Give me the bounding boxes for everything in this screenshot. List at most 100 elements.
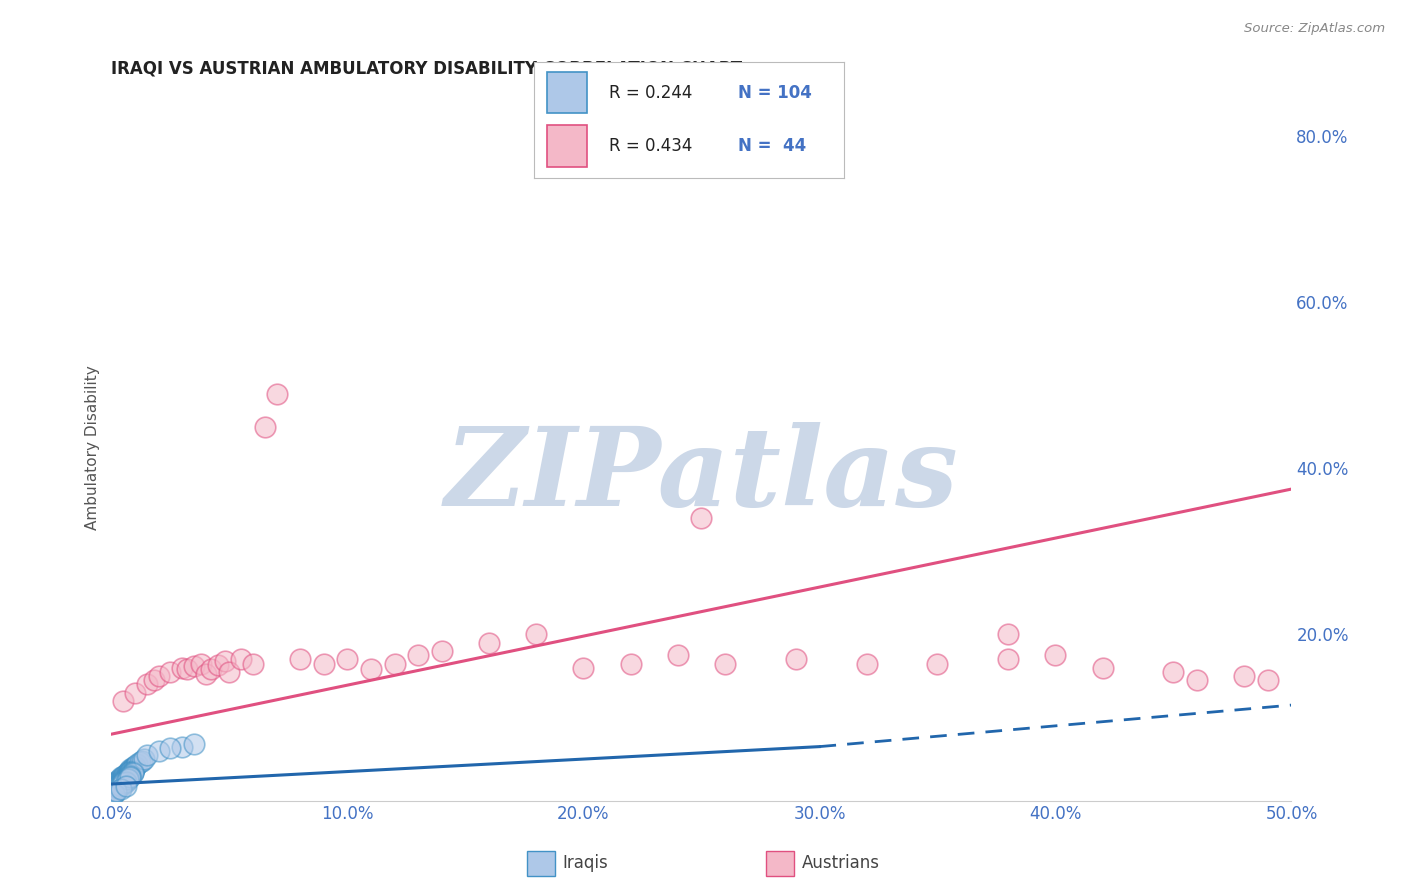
Point (927, 657, 949, 671)
Point (172, 661, 194, 675)
Point (117, 767, 139, 781)
Y-axis label: Ambulatory Disability: Ambulatory Disability (86, 365, 100, 530)
Point (384, 657, 406, 671)
Point (997, 627, 1019, 641)
Point (114, 780, 136, 794)
Point (112, 774, 135, 789)
Point (714, 657, 737, 671)
Point (1045, 648, 1067, 663)
Point (121, 766, 143, 780)
Point (114, 772, 136, 787)
Point (666, 648, 689, 663)
Point (105, 781, 128, 796)
Point (572, 661, 595, 675)
Point (121, 760, 143, 774)
Point (253, 419, 276, 434)
Point (117, 771, 139, 785)
Point (135, 747, 157, 762)
Point (105, 779, 128, 793)
Point (1257, 673, 1279, 688)
Point (183, 737, 205, 751)
Point (103, 780, 125, 795)
Point (1233, 669, 1256, 683)
Point (112, 769, 135, 783)
Point (124, 758, 146, 772)
Point (120, 769, 142, 783)
Point (231, 652, 253, 666)
Point (128, 756, 150, 770)
Point (107, 777, 129, 791)
Point (107, 779, 129, 793)
Point (121, 761, 143, 775)
Point (103, 779, 125, 793)
Point (107, 776, 129, 790)
Point (114, 772, 136, 786)
Point (107, 775, 129, 789)
Point (1185, 673, 1208, 688)
Point (112, 694, 135, 708)
Point (105, 778, 128, 792)
Point (107, 781, 129, 796)
Point (103, 783, 125, 797)
Point (117, 764, 139, 779)
Point (117, 768, 139, 782)
Point (103, 785, 125, 799)
Point (148, 744, 170, 758)
Point (124, 685, 146, 699)
Point (117, 770, 139, 784)
Point (112, 775, 135, 789)
Point (110, 772, 132, 787)
Text: IRAQI VS AUSTRIAN AMBULATORY DISABILITY CORRELATION CHART: IRAQI VS AUSTRIAN AMBULATORY DISABILITY … (111, 60, 742, 78)
Point (266, 386, 288, 401)
Point (110, 777, 132, 791)
Point (194, 667, 217, 681)
FancyBboxPatch shape (547, 71, 586, 113)
FancyBboxPatch shape (547, 125, 586, 167)
Point (855, 657, 877, 671)
Point (124, 759, 146, 773)
Point (121, 762, 143, 776)
Point (127, 757, 149, 772)
Point (172, 739, 194, 754)
Point (117, 766, 139, 780)
Point (103, 777, 125, 791)
Text: N =  44: N = 44 (738, 137, 807, 155)
Point (117, 769, 139, 783)
Point (110, 779, 132, 793)
Point (112, 772, 135, 787)
Point (159, 665, 181, 679)
Point (117, 772, 139, 786)
Point (142, 673, 165, 688)
Point (110, 774, 132, 789)
Point (121, 764, 143, 779)
Point (120, 768, 142, 782)
Point (430, 644, 453, 658)
Point (620, 657, 643, 671)
Point (190, 657, 212, 671)
Point (117, 770, 139, 784)
Point (103, 782, 125, 797)
Point (120, 770, 142, 784)
Point (176, 662, 198, 676)
Point (103, 787, 125, 801)
Point (120, 766, 142, 780)
Text: ZIPatlas: ZIPatlas (444, 422, 959, 530)
Point (120, 764, 142, 778)
Point (105, 782, 128, 797)
Point (110, 782, 132, 797)
Point (120, 762, 142, 776)
Point (114, 768, 136, 782)
Point (218, 665, 240, 679)
Text: R = 0.434: R = 0.434 (609, 137, 692, 155)
Point (114, 770, 136, 784)
Point (103, 786, 125, 800)
Point (478, 636, 501, 650)
Point (112, 772, 135, 786)
Point (121, 763, 143, 777)
Point (124, 760, 146, 774)
Point (110, 770, 132, 784)
Point (110, 773, 132, 788)
Point (110, 776, 132, 790)
Point (105, 775, 128, 789)
Point (107, 778, 129, 792)
